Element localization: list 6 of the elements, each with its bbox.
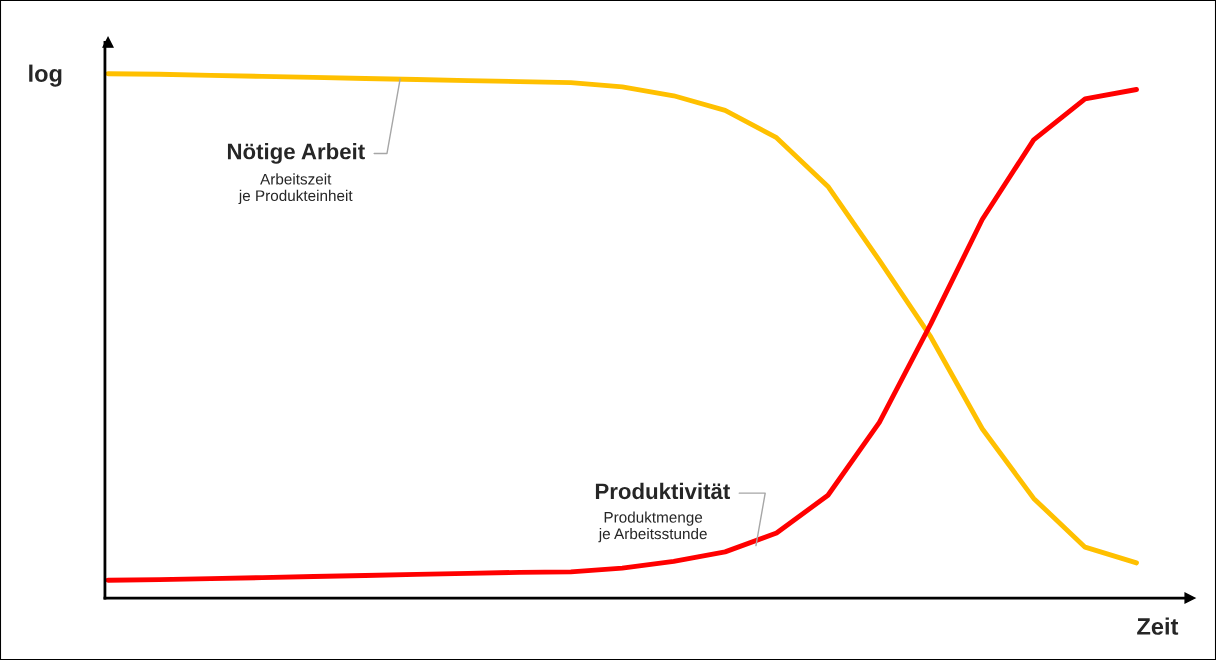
annotation: Produktmenge je Arbeitsstunde [598,511,707,543]
x-axis-title: Zeit [1137,617,1179,635]
annotation: Arbeitszeit je Produkteinheit [238,173,353,205]
y-axis-title: log [29,64,62,87]
text: Nötige Arbeit [227,143,365,164]
text: Produktivität [595,482,730,500]
